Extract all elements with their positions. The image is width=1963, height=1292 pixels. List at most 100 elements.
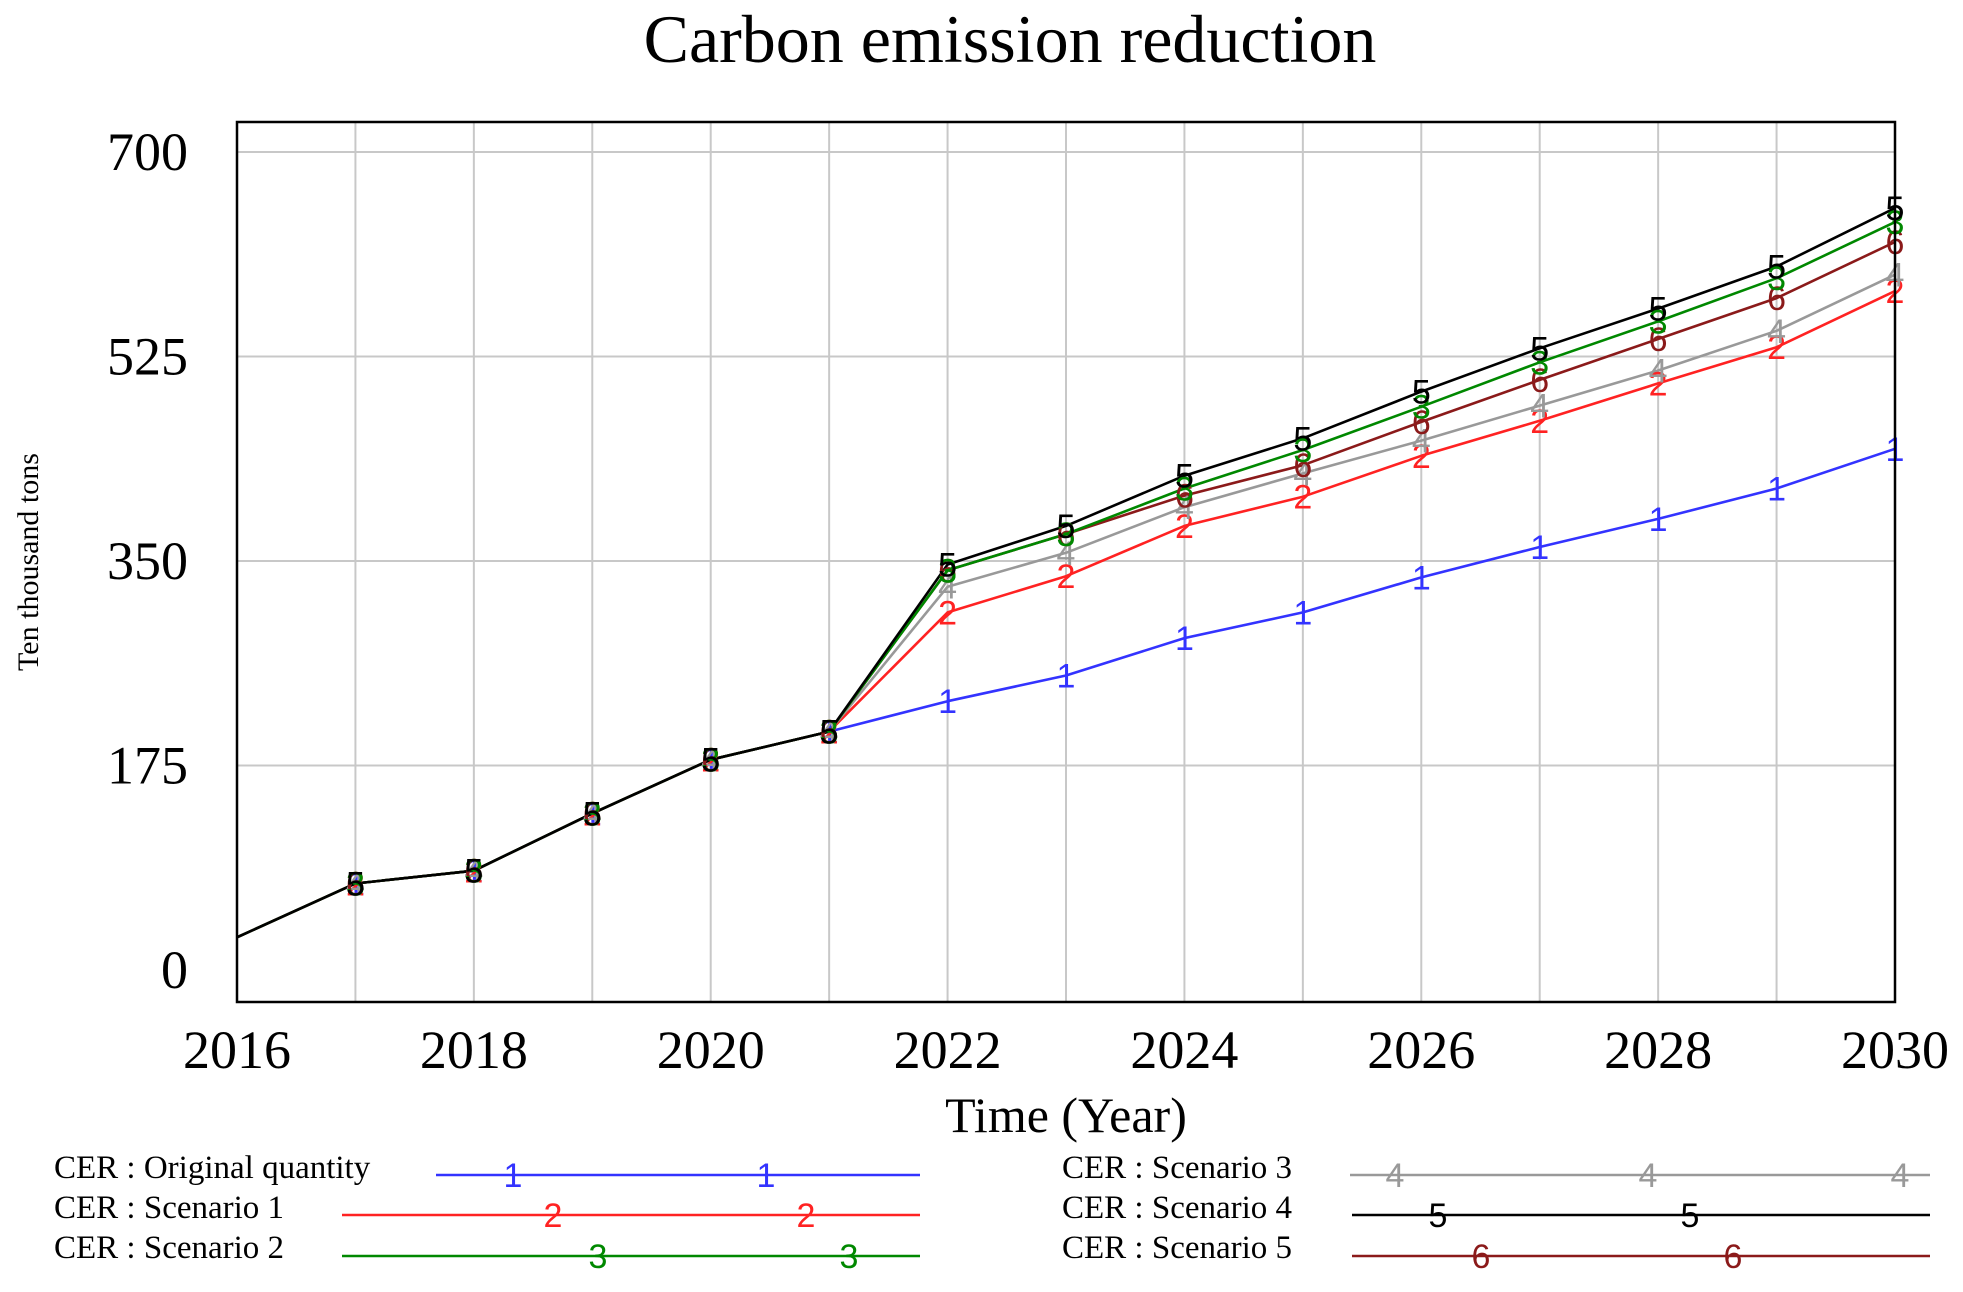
series-marker-1: 1 [938, 683, 957, 721]
legend-marker-4: 4 [1891, 1157, 1910, 1195]
y-tick-label: 700 [107, 122, 188, 182]
series-marker-3: 3 [1530, 344, 1549, 382]
series-marker-4: 4 [1412, 423, 1431, 461]
legend-marker-4: 4 [1386, 1157, 1405, 1195]
series-marker-1: 1 [583, 795, 602, 833]
legend-marker-4: 4 [1639, 1157, 1658, 1195]
series-marker-2: 2 [1057, 558, 1076, 596]
series-marker-4: 4 [1767, 313, 1786, 351]
series-marker-6: 6 [464, 853, 483, 891]
series-marker-6: 6 [1649, 321, 1668, 359]
series-marker-5: 5 [346, 866, 365, 904]
series-marker-5: 5 [701, 742, 720, 780]
grid-lines [237, 122, 1895, 1002]
legend-label-1: CER : Original quantity [54, 1150, 371, 1186]
series-marker-5: 5 [938, 547, 957, 585]
series-marker-2: 2 [464, 853, 483, 891]
series-marker-3: 3 [583, 795, 602, 833]
series-marker-3: 3 [346, 866, 365, 904]
series-marker-4: 4 [464, 853, 483, 891]
series-marker-4: 4 [1175, 489, 1194, 527]
legend-marker-2: 2 [544, 1197, 563, 1235]
series-lines [236, 206, 1896, 939]
series-marker-4: 4 [1293, 455, 1312, 493]
y-tick-labels: 0 175 350 525 700 [107, 122, 188, 1000]
series-marker-5: 5 [1293, 420, 1312, 458]
legend-marker-1: 1 [504, 1157, 523, 1195]
series-marker-2: 2 [938, 594, 957, 632]
legend-label-4: CER : Scenario 3 [1062, 1150, 1292, 1186]
legend-marker-2: 2 [797, 1197, 816, 1235]
series-marker-1: 1 [1530, 529, 1549, 567]
legend: CER : Original quantity 1 1 CER : Scenario … [54, 1150, 1930, 1276]
series-marker-4: 4 [1649, 353, 1668, 391]
legend-marker-5: 5 [1429, 1197, 1448, 1235]
series-marker-1: 1 [346, 866, 365, 904]
x-tick-label: 2016 [183, 1020, 291, 1080]
legend-marker-6: 6 [1472, 1238, 1491, 1276]
series-marker-5: 5 [464, 853, 483, 891]
x-tick-label: 2028 [1604, 1020, 1712, 1080]
series-marker-1: 1 [1175, 620, 1194, 658]
series-marker-1: 1 [820, 714, 839, 752]
series-marker-1: 1 [701, 742, 720, 780]
series-marker-1: 1 [1767, 471, 1786, 509]
x-axis-title: Time (Year) [945, 1087, 1187, 1143]
series-marker-3: 3 [1175, 471, 1194, 509]
x-tick-label: 2024 [1130, 1020, 1238, 1080]
series-marker-1: 1 [1412, 559, 1431, 597]
x-tick-label: 2022 [894, 1020, 1002, 1080]
series-marker-2: 2 [1412, 438, 1431, 476]
series-marker-6: 6 [1530, 362, 1549, 400]
x-tick-label: 2018 [420, 1020, 528, 1080]
series-marker-5: 5 [583, 795, 602, 833]
x-tick-labels: 2016 2018 2020 2022 2024 2026 2028 2030 [183, 1020, 1949, 1080]
series-marker-2: 2 [1293, 479, 1312, 517]
series-marker-6: 6 [701, 742, 720, 780]
series-marker-1: 1 [1293, 594, 1312, 632]
y-tick-label: 0 [161, 940, 188, 1000]
series-marker-4: 4 [820, 714, 839, 752]
series-marker-3: 3 [701, 742, 720, 780]
series-marker-5: 5 [820, 714, 839, 752]
series-marker-3: 3 [1649, 303, 1668, 341]
series-marker-6: 6 [346, 866, 365, 904]
series-marker-3: 3 [820, 714, 839, 752]
legend-label-5: CER : Scenario 4 [1062, 1190, 1292, 1226]
series-marker-6: 6 [1175, 478, 1194, 516]
plot-frame [235, 120, 1897, 1004]
series-marker-4: 4 [1530, 388, 1549, 426]
y-tick-label: 525 [107, 327, 188, 387]
series-marker-6: 6 [1057, 516, 1076, 554]
series-marker-3: 3 [1412, 389, 1431, 427]
legend-marker-5: 5 [1681, 1197, 1700, 1235]
y-tick-label: 350 [107, 531, 188, 591]
y-axis-title: Ten thousand tons [12, 453, 45, 671]
x-tick-label: 2026 [1367, 1020, 1475, 1080]
chart-title: Carbon emission reduction [644, 1, 1377, 77]
series-marker-6: 6 [583, 795, 602, 833]
series-marker-2: 2 [1649, 365, 1668, 403]
series-marker-3: 3 [1057, 516, 1076, 554]
series-marker-2: 2 [1530, 403, 1549, 441]
series-marker-5: 5 [1767, 249, 1786, 287]
series-marker-2: 2 [701, 742, 720, 780]
series-marker-1: 1 [1649, 501, 1668, 539]
series-marker-2: 2 [1767, 329, 1786, 367]
series-marker-4: 4 [938, 569, 957, 607]
legend-label-2: CER : Scenario 1 [54, 1190, 284, 1226]
series-marker-3: 3 [938, 552, 957, 590]
series-marker-5: 5 [1057, 508, 1076, 546]
series-marker-6: 6 [820, 714, 839, 752]
series-marker-5: 5 [1649, 291, 1668, 329]
series-marker-6: 6 [938, 552, 957, 590]
series-marker-4: 4 [346, 866, 365, 904]
legend-marker-6: 6 [1724, 1238, 1743, 1276]
series-marker-4: 4 [583, 795, 602, 833]
series-marker-1: 1 [1057, 658, 1076, 696]
series-line-5 [236, 206, 1896, 939]
legend-marker-3: 3 [589, 1238, 608, 1276]
series-marker-3: 3 [464, 853, 483, 891]
